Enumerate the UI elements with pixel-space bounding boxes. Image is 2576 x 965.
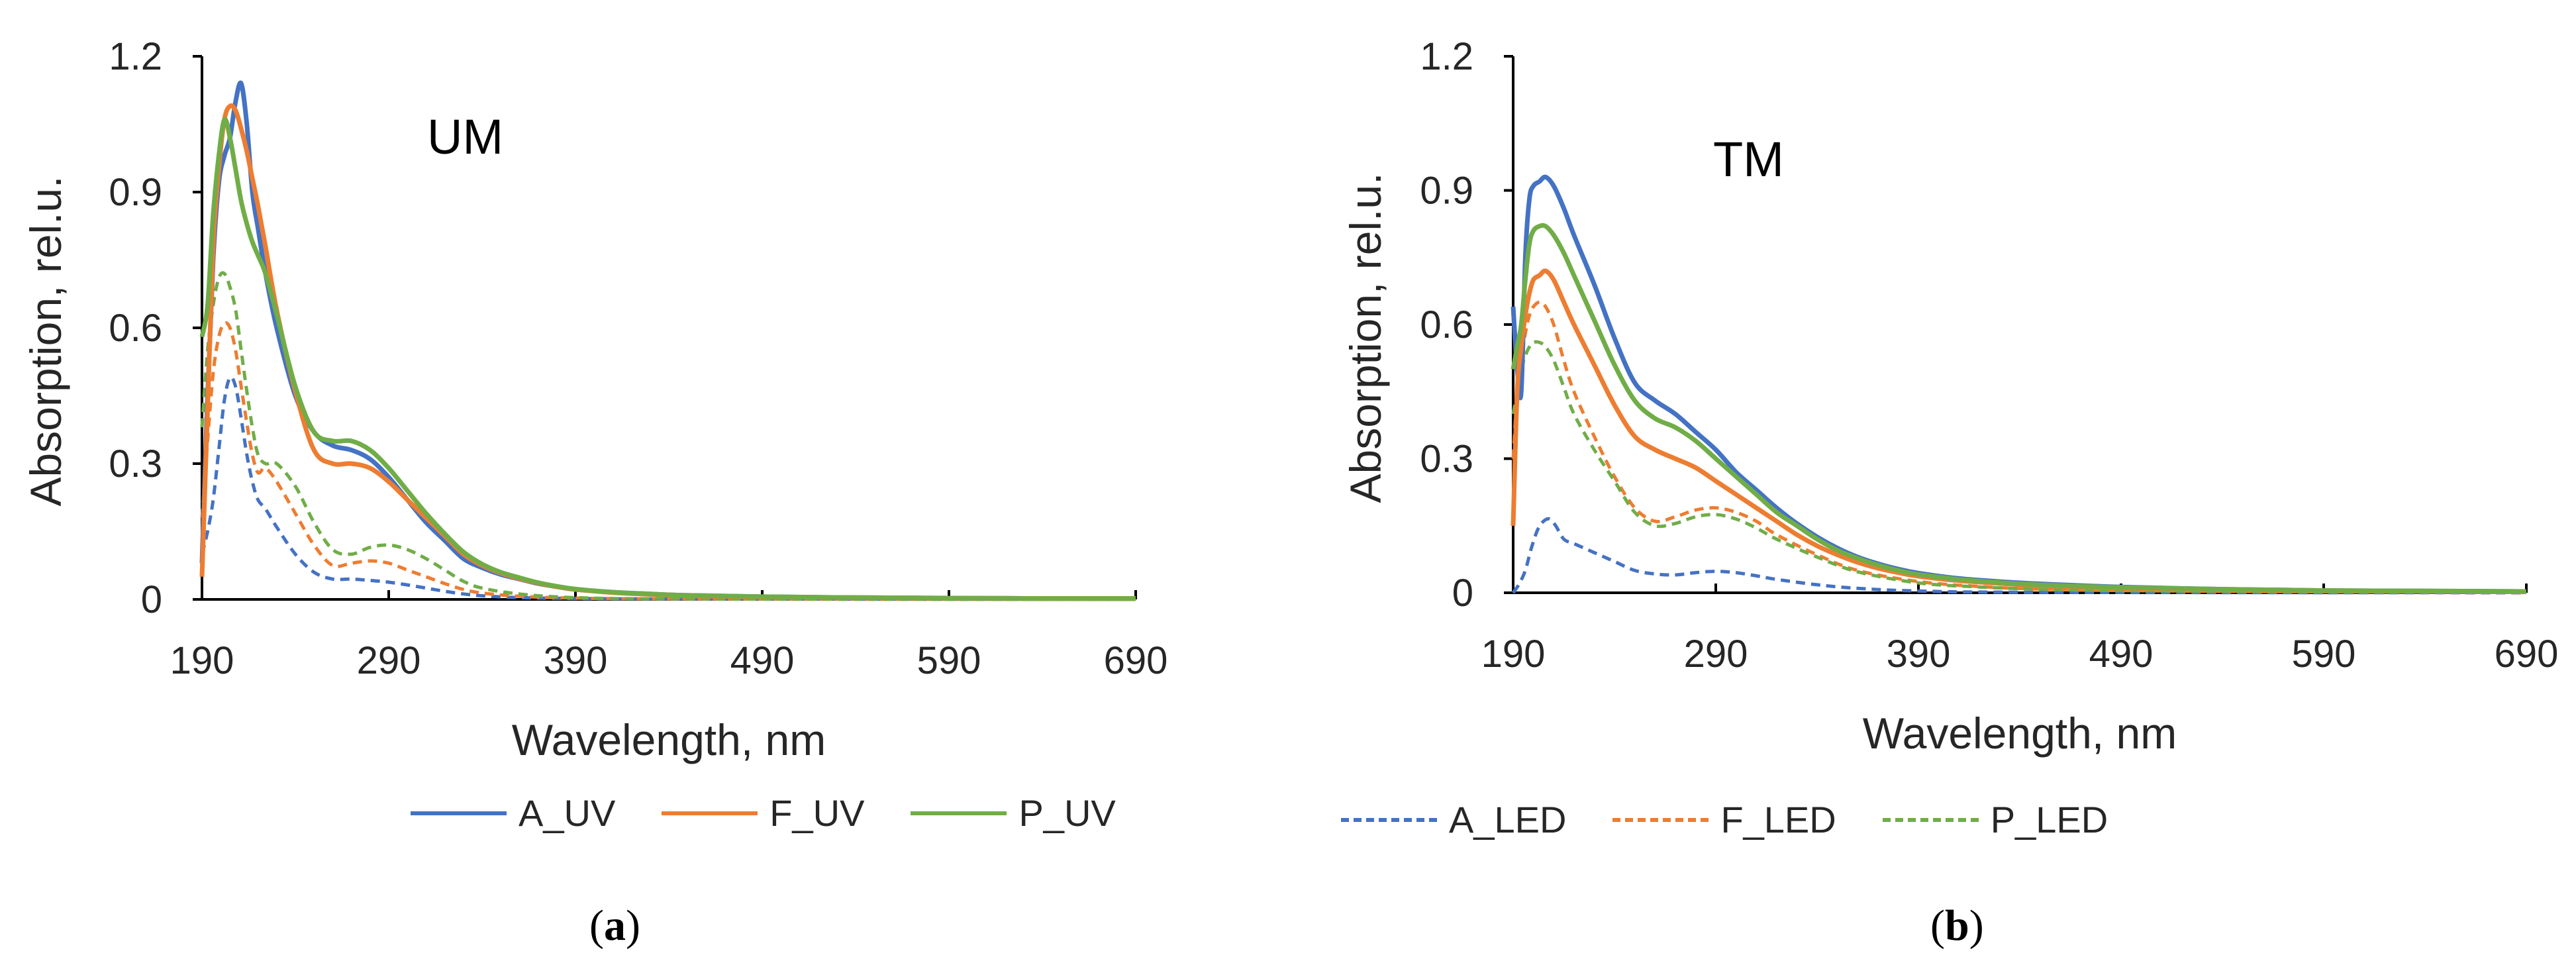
chart-b-x-tick-label: 590 [2292,633,2356,676]
legend-swatch-f-led [1612,817,1709,822]
chart-a-x-tick-label: 590 [917,639,981,682]
legend-label-f-uv: F_UV [769,792,865,834]
chart-b-y-axis-label: Absorption, rel.u. [1341,173,1390,503]
chart-a-y-tick-label: 0 [141,578,162,621]
legend-item-p-uv: P_UV [911,791,1116,835]
chart-a-x-tick-label: 290 [357,639,421,682]
legend-label-p-led: P_LED [1990,799,2108,840]
legend-swatch-a-led [1341,817,1437,822]
chart-a-x-tick-label: 490 [730,639,795,682]
caption-b-open: ( [1930,901,1945,950]
chart-b-series-p-uv [1511,223,2527,594]
legend-item-a-led: A_LED [1341,798,1566,841]
chart-b-series-a-uv [1511,174,2527,594]
chart-b-y-tick-label: 0.9 [1420,170,1473,213]
chart-a-x-tick-label: 390 [544,639,608,682]
chart-b-series-f-led [1511,300,2527,594]
chart-a-y-axis-label: Absorption, rel.u. [21,176,70,507]
chart-b-x-tick-label: 490 [2089,633,2154,676]
legend-swatch-p-uv [911,811,1007,815]
caption-b-letter: b [1944,901,1969,950]
caption-a: (a) [589,901,640,951]
legend-item-a-uv: A_UV [411,791,615,835]
chart-a-x-tick-label: 690 [1104,639,1168,682]
chart-b-x-axis-label: Wavelength, nm [1863,709,2177,758]
chart-panel-b: 190 290 390 490 590 690 0 0.3 0.6 0.9 1.2 Wavelengt… [1288,0,2576,965]
legend-swatch-a-uv [411,811,507,815]
chart-a-series-f-led [200,321,1136,601]
chart-a-y-tick-label: 1.2 [109,35,162,78]
chart-a-x-tick-label: 190 [170,639,234,682]
legend-item-f-uv: F_UV [662,791,864,835]
chart-b-x-tick-label: 690 [2495,633,2559,676]
legend-label-f-led: F_LED [1720,799,1836,840]
legend-label-a-uv: A_UV [519,792,616,834]
caption-a-close: ) [625,901,640,950]
legend-swatch-p-led [1882,817,1979,822]
chart-a-y-tick-label: 0.3 [109,442,162,485]
chart-b-y-tick-label: 0 [1452,572,1473,615]
legend-label-p-uv: P_UV [1018,792,1116,834]
caption-b-close: ) [1969,901,1984,950]
caption-b: (b) [1930,901,1984,951]
caption-a-letter: a [603,901,626,950]
chart-a-y-tick-label: 0.6 [109,307,162,350]
chart-b-y-tick-label: 1.2 [1420,35,1473,78]
legend-swatch-f-uv [662,811,758,815]
chart-panel-a: 190 290 390 490 590 690 0 0.3 0.6 0.9 1.2 Wavelengt… [21,35,1168,951]
chart-a-series-p-led [200,271,1136,601]
legend-item-p-led: P_LED [1882,798,2108,841]
legend-label-a-led: A_LED [1449,799,1567,840]
chart-a-series-a-uv [199,80,1136,601]
chart-b-series-p-led [1511,340,2527,594]
chart-a-series-p-uv [199,117,1136,601]
chart-b-x-tick-label: 290 [1684,633,1748,676]
chart-a-y-tick-label: 0.9 [109,171,162,214]
chart-a-annotation: UM [427,109,503,164]
legend-b: A_LED F_LED P_LED [1341,798,2154,841]
legend-a: A_UV F_UV P_UV [411,791,1162,835]
chart-b-y-tick-label: 0.3 [1420,438,1473,481]
chart-b-svg: 190 290 390 490 590 690 0 0.3 0.6 0.9 1.2 Wavelengt… [1341,35,2559,758]
chart-b-x-tick-label: 190 [1481,633,1546,676]
chart-a-series-f-uv [199,103,1136,601]
legend-item-f-led: F_LED [1612,798,1836,841]
chart-a-svg: 190 290 390 490 590 690 0 0.3 0.6 0.9 1.2 Wavelengt… [21,35,1168,764]
chart-b-annotation: TM [1713,132,1784,187]
chart-b-y-tick-label: 0.6 [1420,303,1473,346]
chart-b-x-tick-label: 390 [1887,633,1951,676]
caption-a-open: ( [589,901,604,950]
chart-b-series-f-uv [1511,268,2527,595]
chart-a-x-axis-label: Wavelength, nm [512,715,826,764]
chart-b-series-a-led [1511,517,2527,595]
